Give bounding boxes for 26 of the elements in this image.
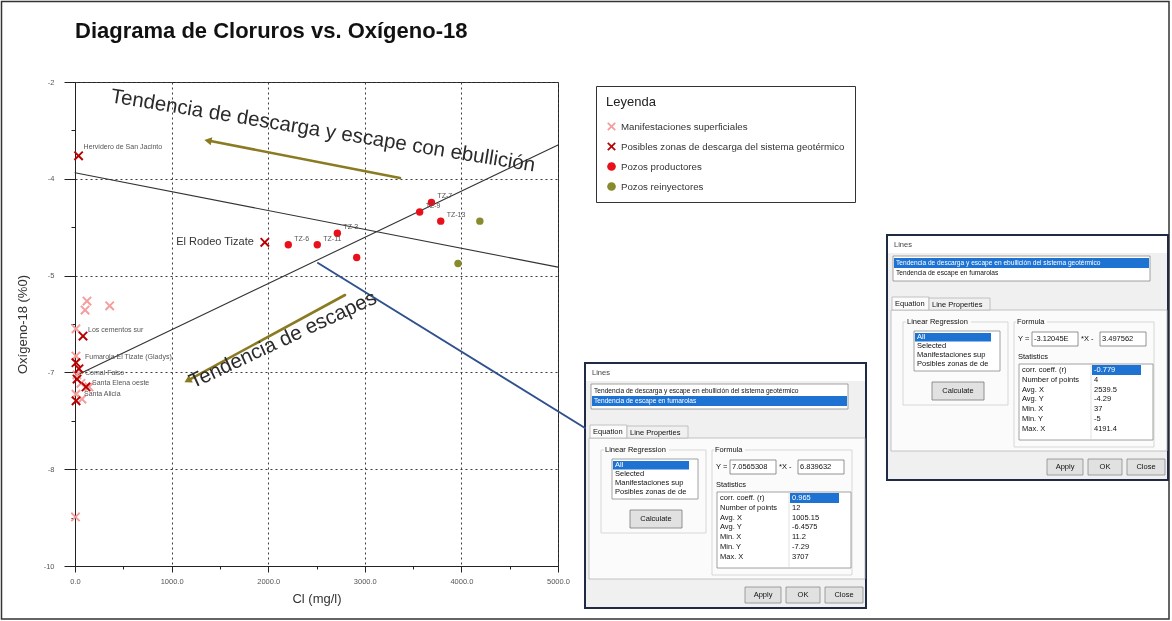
point <box>74 363 84 374</box>
legend-label: Pozos productores <box>621 160 702 172</box>
point <box>415 208 424 216</box>
point <box>71 395 81 406</box>
annotation: El Rodeo Tizate <box>176 235 254 248</box>
legend-title: Leyenda <box>606 94 657 109</box>
point <box>104 300 115 311</box>
point <box>476 217 484 225</box>
x-axis-title: Cl (mg/l) <box>292 591 342 606</box>
legend-label: Posibles zonas de descarga del sistema geotérmico <box>621 140 845 152</box>
legend-label: Pozos reinyectores <box>621 180 704 192</box>
y-axis-title: Oxígeno-18 (%0) <box>14 275 30 374</box>
point <box>284 241 292 249</box>
point <box>82 296 92 306</box>
chart-title: Diagrama de Cloruros vs. Oxígeno-18 <box>75 18 468 43</box>
point <box>72 374 82 384</box>
point <box>313 241 321 249</box>
point <box>80 305 90 315</box>
point <box>454 259 462 268</box>
point <box>71 357 81 368</box>
point <box>259 237 270 248</box>
point <box>352 253 361 262</box>
point <box>437 217 445 225</box>
point <box>78 331 88 341</box>
legend-label: Manifestaciones superficiales <box>621 120 748 132</box>
point <box>73 150 84 161</box>
